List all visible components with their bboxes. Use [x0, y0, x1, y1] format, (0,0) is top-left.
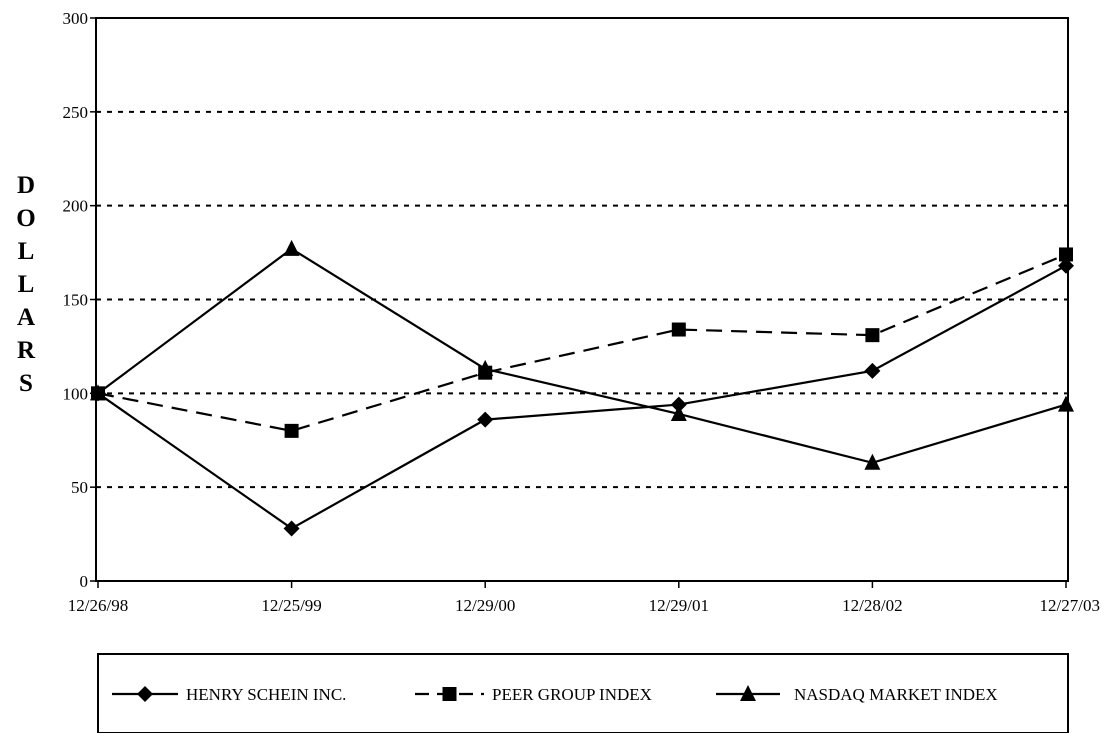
y-tick-label-250: 250	[63, 103, 89, 122]
y-axis-label-letter: R	[17, 337, 36, 364]
y-axis-label-letter: O	[16, 205, 35, 232]
series-2-point-4	[864, 453, 881, 470]
x-tick-label-5: 12/27/03	[1040, 596, 1100, 615]
y-tick-label-0: 0	[80, 572, 89, 591]
grid-lines	[96, 110, 1068, 489]
legend-label-0: HENRY SCHEIN INC.	[186, 685, 346, 704]
series-2-point-0	[90, 384, 106, 401]
legend-label-2: NASDAQ MARKET INDEX	[794, 685, 998, 704]
y-axis-label-letter: A	[17, 304, 35, 331]
y-axis-label-letter: L	[18, 271, 35, 298]
series-line-2	[97, 247, 1067, 464]
series-2-point-5	[1058, 395, 1074, 412]
legend: HENRY SCHEIN INC. PEER GROUP INDEX NASDAQ …	[97, 653, 1069, 733]
x-tick-label-0: 12/26/98	[68, 596, 128, 615]
series-2-point-3	[670, 404, 687, 421]
series-1-point-4	[865, 328, 880, 343]
y-tick-label-200: 200	[63, 197, 89, 216]
y-tick-label-50: 50	[71, 478, 88, 497]
series-2-point-2	[477, 359, 494, 376]
legend-marker-1	[442, 687, 457, 701]
plot-frame	[95, 17, 1069, 582]
series-2-point-1	[283, 239, 300, 256]
y-tick-label-150: 150	[63, 291, 89, 310]
legend-item-1: PEER GROUP INDEX	[415, 685, 652, 704]
x-tick-label-3: 12/29/01	[649, 596, 709, 615]
series-group	[90, 239, 1074, 537]
y-axis-label-letter: S	[19, 370, 33, 397]
legend-item-0: HENRY SCHEIN INC.	[112, 685, 346, 704]
series-line-0	[97, 264, 1067, 530]
x-tick-label-1: 12/25/99	[261, 596, 321, 615]
series-1-point-5	[1059, 247, 1073, 262]
series-2	[90, 239, 1074, 470]
series-0-point-3	[670, 396, 687, 413]
series-0-point-5	[1058, 257, 1074, 274]
series-0-point-1	[283, 520, 300, 537]
series-0-point-4	[864, 362, 881, 379]
y-axis-label-letter: D	[17, 172, 35, 199]
y-tick-label-100: 100	[63, 384, 89, 403]
series-line-1	[97, 253, 1067, 432]
x-tick-label-4: 12/28/02	[842, 596, 902, 615]
legend-item-2: NASDAQ MARKET INDEX	[716, 685, 998, 704]
series-1-point-3	[671, 322, 686, 337]
y-axis-label-letter: L	[18, 238, 35, 265]
legend-box	[97, 653, 1069, 733]
legend-marker-0	[137, 686, 153, 702]
series-1-point-1	[284, 423, 299, 438]
series-0-point-2	[477, 411, 494, 428]
legend-label-1: PEER GROUP INDEX	[492, 685, 652, 704]
y-tick-label-300: 300	[63, 9, 89, 28]
axis-ticks: 0 50 100 150 200 250 300 12/26/98 12/25/99 12/29/…	[63, 9, 1101, 615]
x-tick-label-2: 12/29/00	[455, 596, 515, 615]
legend-marker-2	[740, 685, 756, 701]
